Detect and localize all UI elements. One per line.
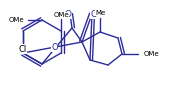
Text: OMe: OMe	[144, 51, 160, 57]
Text: O: O	[51, 43, 58, 52]
Text: O: O	[91, 10, 98, 19]
Text: Me: Me	[95, 10, 105, 16]
Text: Cl: Cl	[19, 44, 27, 54]
Text: OMe: OMe	[53, 12, 69, 18]
Text: O: O	[65, 10, 71, 19]
Text: OMe: OMe	[8, 17, 24, 23]
